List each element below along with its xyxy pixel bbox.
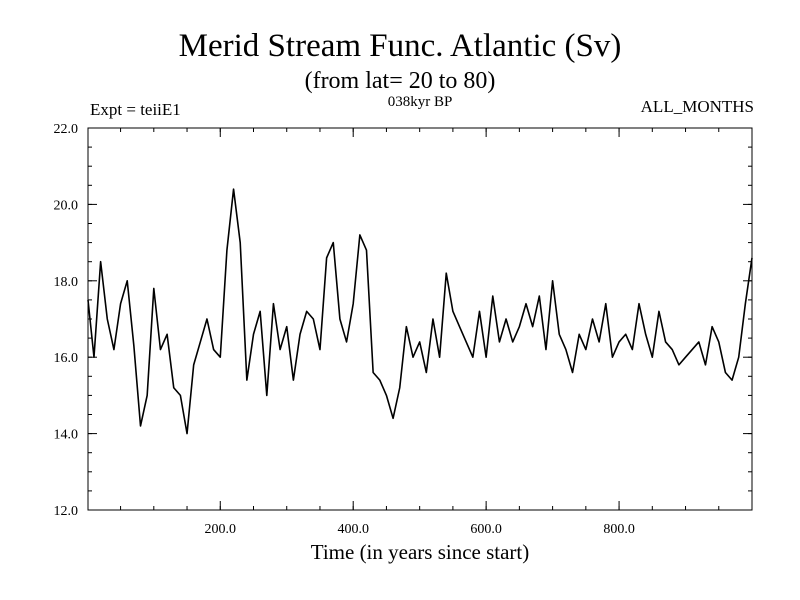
y-tick-label: 20.0	[54, 198, 79, 213]
series-line	[87, 188, 753, 435]
months-label: ALL_MONTHS	[640, 97, 754, 116]
y-tick-label: 18.0	[54, 275, 79, 290]
y-tick-label: 16.0	[54, 351, 79, 366]
chart-subtitle: (from lat= 20 to 80)	[304, 68, 496, 94]
x-tick-label: 400.0	[337, 522, 369, 537]
chart-title: Merid Stream Func. Atlantic (Sv)	[178, 28, 622, 64]
y-tick-label: 22.0	[54, 122, 79, 137]
y-tick-label: 14.0	[54, 428, 79, 443]
y-tick-label: 12.0	[54, 504, 79, 519]
x-tick-label: 200.0	[205, 522, 237, 537]
x-axis-label: Time (in years since start)	[310, 540, 530, 564]
plot-frame	[87, 127, 753, 511]
x-tick-label: 800.0	[603, 522, 635, 537]
period-label: 038kyr BP	[387, 94, 453, 110]
x-tick-label: 600.0	[470, 522, 502, 537]
experiment-label: Expt = teiiE1	[90, 100, 181, 119]
